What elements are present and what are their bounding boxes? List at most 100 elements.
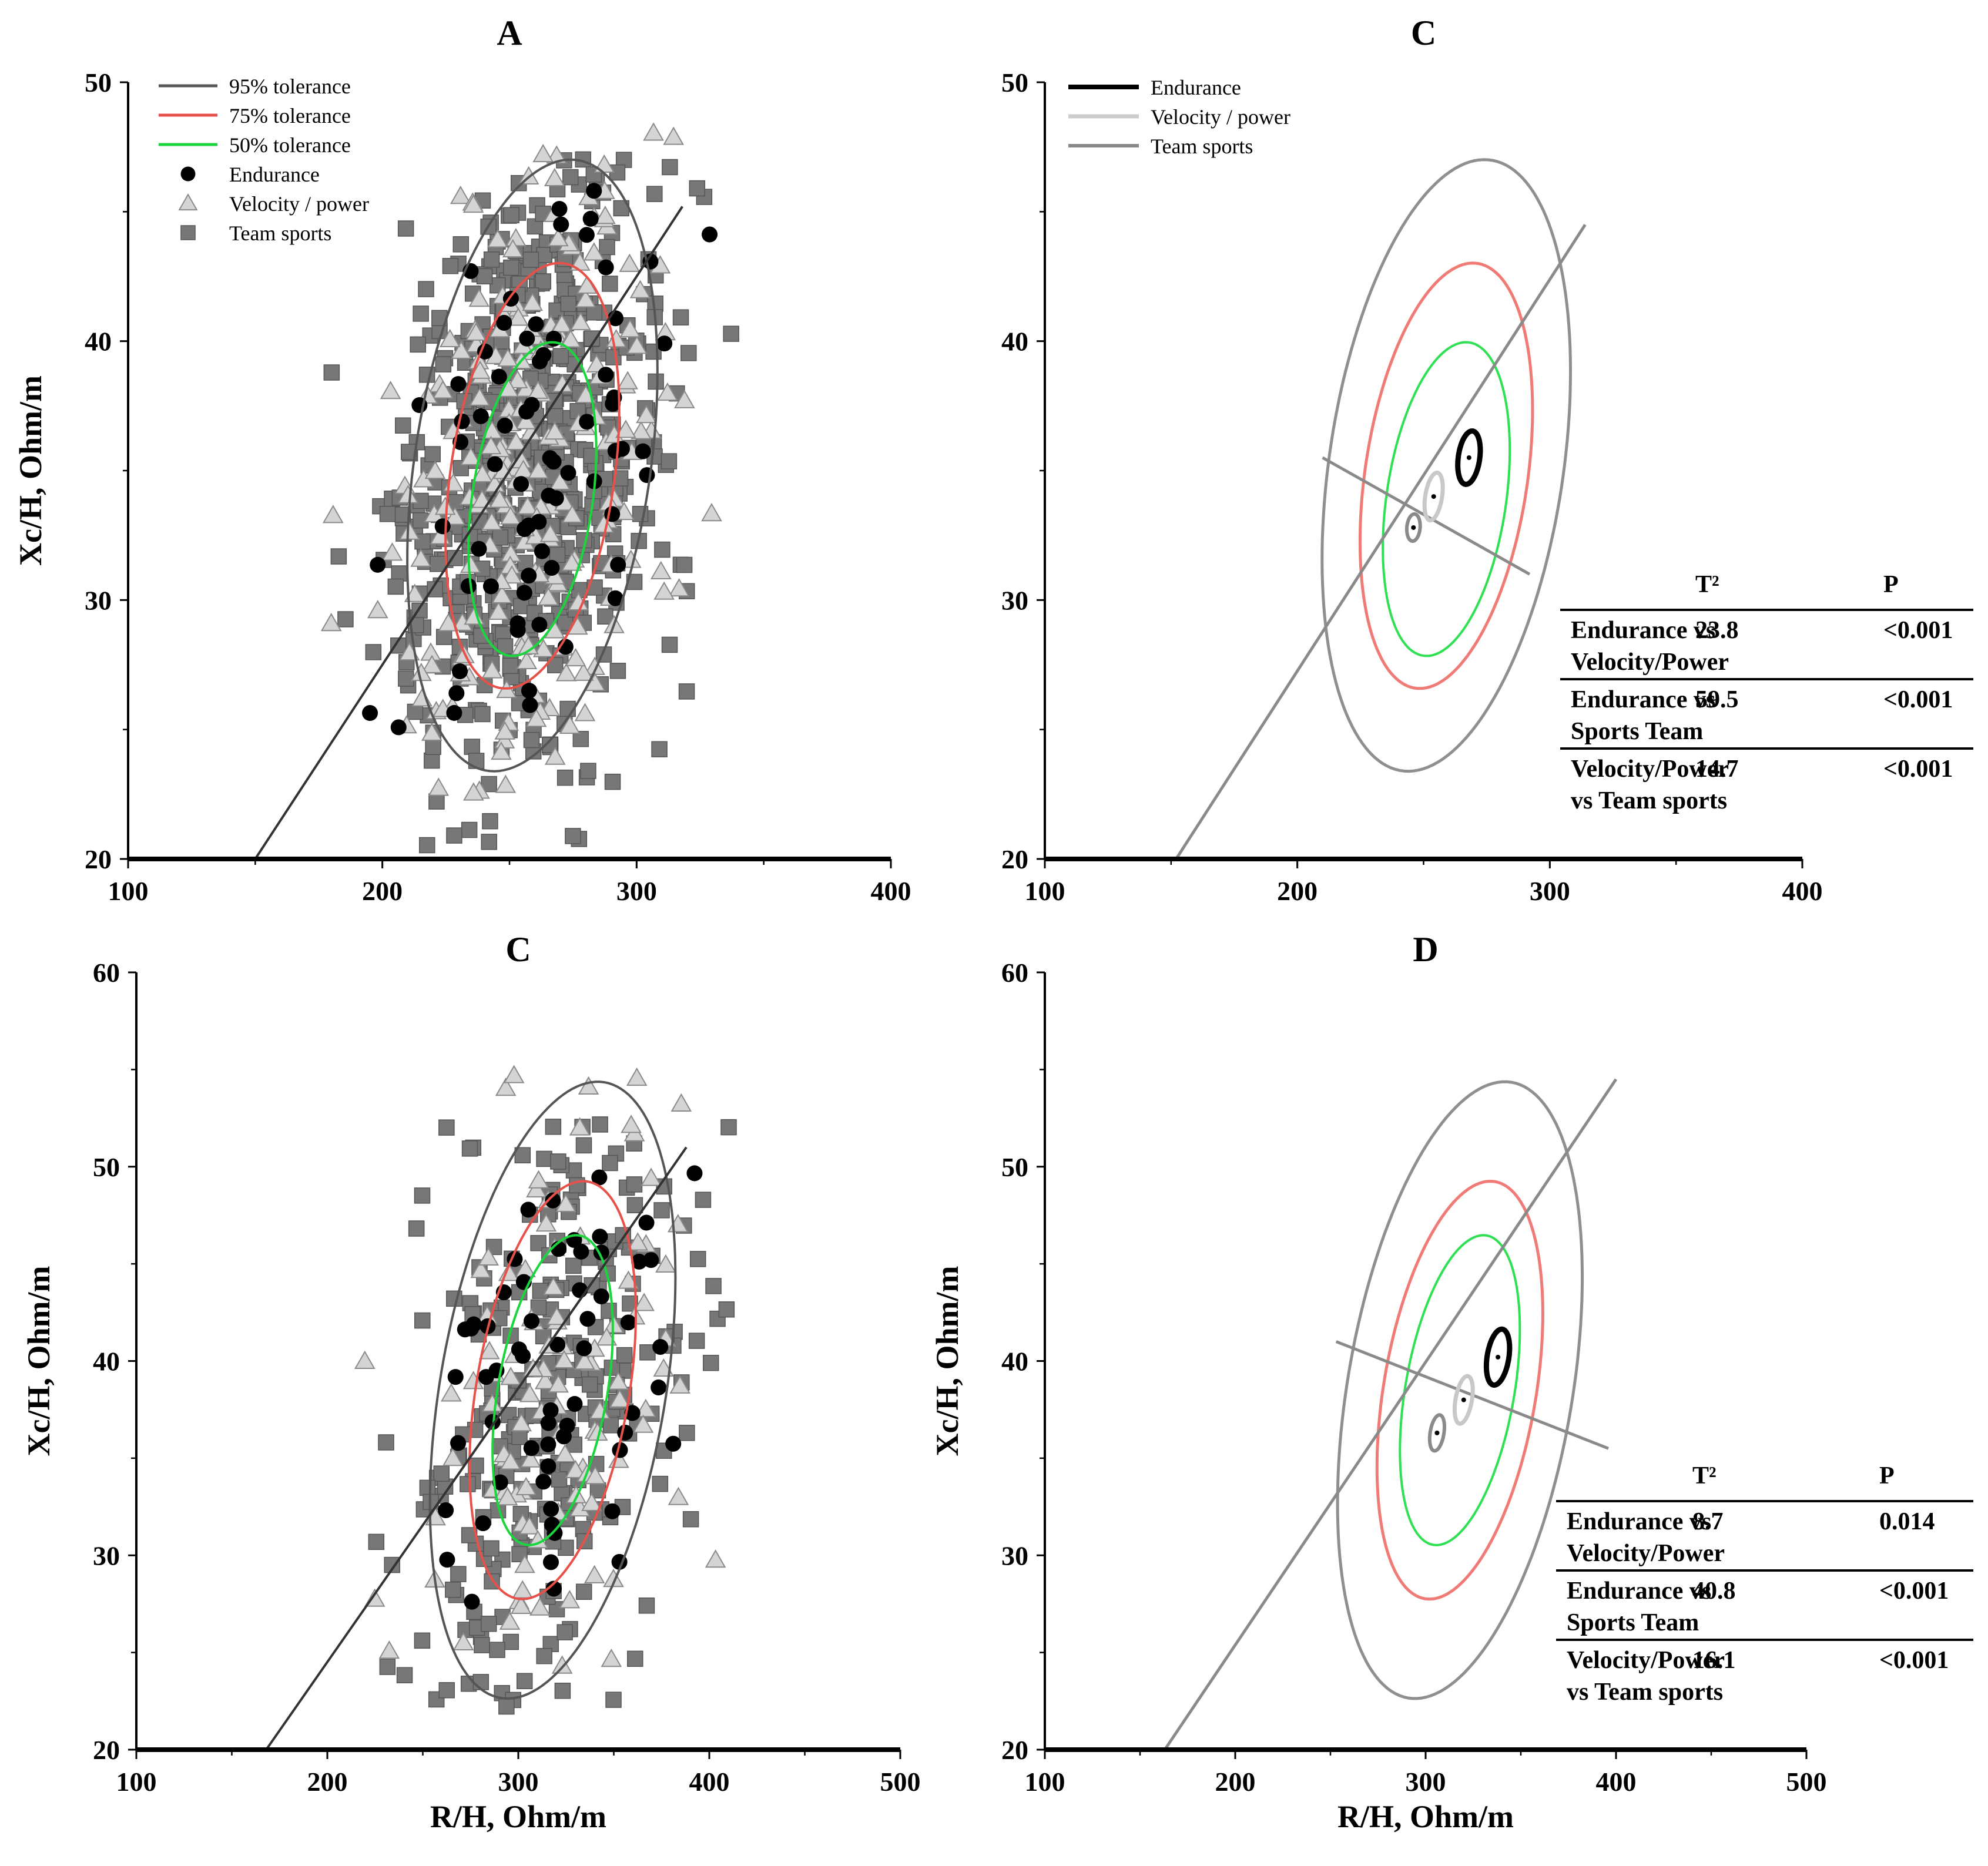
velocity-power-point [518, 166, 539, 184]
team-sports-point [407, 703, 424, 720]
velocity-power-point [605, 328, 627, 348]
table-row-label: vs Team sports [1571, 787, 1727, 814]
y-tick-label: 20 [93, 1735, 120, 1765]
team-sports-point [502, 1633, 519, 1650]
team-sports-point [435, 356, 452, 372]
velocity-power-point [354, 1350, 376, 1370]
velocity-power-point [632, 1414, 654, 1433]
legend-label: Velocity / power [1151, 105, 1290, 129]
velocity-power-point [565, 647, 586, 667]
tolerance-95-ellipse [1336, 1080, 1584, 1700]
team-sports-point [676, 556, 693, 573]
x-tick-label: 200 [1215, 1767, 1256, 1797]
table-t2-value: 16.1 [1692, 1647, 1736, 1674]
team-sports-point [548, 1601, 565, 1617]
team-sports-point [616, 1347, 633, 1364]
team-sports-point [626, 1176, 643, 1193]
endurance-point [631, 1253, 648, 1270]
velocity-power-point [663, 126, 684, 145]
endurance-point [579, 414, 595, 430]
endurance-point [519, 330, 535, 347]
legend-label: Team sports [229, 221, 331, 245]
y-tick-label: 30 [93, 1541, 120, 1570]
team-sports-point [414, 1312, 431, 1329]
velocity-power-point [626, 335, 648, 354]
team-sports-point [410, 336, 426, 353]
endurance-point [454, 413, 470, 429]
velocity-power-point [546, 145, 568, 164]
ellipse-center-dot [1434, 1430, 1440, 1435]
velocity-power-point [542, 1277, 564, 1296]
velocity-power-point [609, 1389, 631, 1408]
velocity-power-point [668, 1486, 689, 1505]
team-sports-point [408, 1220, 425, 1237]
table-p-value: <0.001 [1883, 617, 1953, 644]
y-axis-label: Xc/H, Ohm/m [930, 1266, 965, 1456]
velocity-power-point [565, 1485, 587, 1503]
ellipse-center-dot [1431, 494, 1436, 499]
endurance-point [686, 1165, 703, 1182]
endurance-point [578, 227, 595, 243]
velocity-power-point [701, 502, 722, 522]
endurance-point [592, 1229, 608, 1245]
velocity-power-point [551, 314, 572, 333]
team-sports-point [661, 636, 678, 653]
velocity-power-point [549, 471, 571, 490]
velocity-power-point [322, 505, 344, 523]
team-sports-point [552, 348, 569, 364]
x-tick-label: 200 [362, 876, 403, 906]
velocity-power-point [636, 404, 657, 424]
velocity-power-point [468, 288, 490, 307]
velocity-power-point [554, 1444, 576, 1462]
velocity-power-point [544, 167, 565, 187]
endurance-point [370, 556, 386, 573]
velocity-power-point [619, 318, 641, 338]
endurance-point [620, 1314, 636, 1331]
team-sports-point [536, 1150, 552, 1167]
endurance-point [553, 216, 569, 233]
team-sports-point [535, 273, 552, 290]
velocity-power-point [479, 1341, 500, 1360]
team-sports-point [419, 837, 435, 854]
velocity-power-point [515, 411, 537, 429]
table-p-value: <0.001 [1883, 686, 1953, 713]
velocity-power-point [538, 587, 559, 606]
endurance-point [605, 395, 621, 412]
velocity-power-point [641, 1167, 662, 1186]
velocity-power-point [367, 599, 388, 619]
team-sports-point [672, 309, 689, 325]
team-sports-point [599, 239, 615, 256]
table-row-label: vs Team sports [1567, 1679, 1723, 1706]
team-sports-point [397, 220, 414, 237]
team-sports-point [433, 1465, 450, 1482]
panel-C-top: 100 200 300 400 20 30 40 50 C Endurance Velocity /… [1001, 14, 1973, 906]
team-sports-point [516, 1673, 533, 1689]
endurance-point [439, 1552, 455, 1568]
velocity-power-point [428, 777, 450, 796]
team-sports-point [562, 169, 579, 186]
endurance-point [551, 200, 568, 217]
velocity-power-point [560, 329, 581, 348]
regression-line [254, 206, 683, 860]
velocity-power-point [534, 1371, 556, 1390]
endurance-point [540, 1458, 556, 1475]
team-sports-point [337, 611, 354, 627]
endurance-point [582, 210, 599, 227]
team-sports-point [638, 1597, 655, 1614]
velocity-power-point [499, 1611, 521, 1630]
velocity-power-point [671, 1093, 692, 1112]
team-sports-point [651, 741, 668, 757]
velocity-power-point [608, 1371, 629, 1390]
velocity-power-point [547, 228, 569, 247]
endurance-point [544, 559, 560, 576]
endurance-point [509, 622, 526, 638]
team-sports-point [414, 1187, 431, 1204]
table-row-label: Sports Team [1571, 718, 1703, 745]
team-sports-point [450, 1566, 467, 1582]
endurance-point [549, 1337, 566, 1353]
x-axis-label: R/H, Ohm/m [1337, 1799, 1514, 1834]
velocity-power-point [518, 1516, 540, 1535]
endurance-point [482, 578, 499, 595]
velocity-power-point [381, 542, 403, 561]
endurance-point [560, 465, 576, 481]
